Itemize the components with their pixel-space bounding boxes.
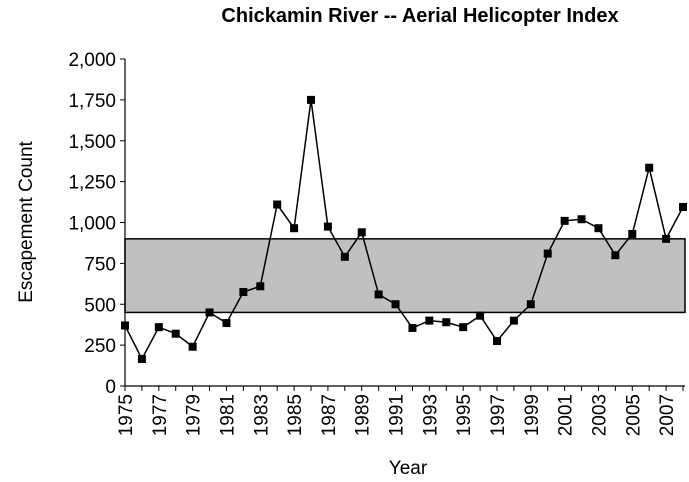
data-point xyxy=(526,300,535,309)
data-point xyxy=(121,321,129,330)
data-point xyxy=(340,252,349,261)
x-tick-label: 2003 xyxy=(589,394,610,436)
data-point xyxy=(459,323,468,332)
y-tick-label: 1,250 xyxy=(68,173,116,194)
x-tick-label: 1985 xyxy=(285,394,306,436)
data-point xyxy=(323,222,332,231)
data-point xyxy=(171,329,180,338)
data-point xyxy=(273,200,282,209)
data-point xyxy=(374,290,383,299)
y-tick-label: 1,500 xyxy=(68,132,116,153)
data-point xyxy=(611,251,620,260)
x-tick-label: 1977 xyxy=(150,394,171,436)
data-point xyxy=(256,282,265,291)
data-point xyxy=(239,287,248,296)
data-point xyxy=(628,229,637,238)
data-point xyxy=(543,249,552,258)
x-tick-label: 1979 xyxy=(184,394,205,436)
x-tick-label: 1981 xyxy=(217,394,238,436)
data-point xyxy=(391,300,400,309)
y-tick-label: 750 xyxy=(84,254,116,275)
x-tick-label: 1991 xyxy=(387,394,408,436)
data-point xyxy=(442,318,451,327)
data-point xyxy=(188,342,197,351)
x-tick-label: 1995 xyxy=(454,394,475,436)
data-point xyxy=(154,323,163,332)
data-point xyxy=(577,215,586,224)
x-tick-label: 1983 xyxy=(251,394,272,436)
chart-title: Chickamin River -- Aerial Helicopter Ind… xyxy=(221,5,618,27)
x-tick-label: 1987 xyxy=(319,394,340,436)
x-tick-label: 2001 xyxy=(556,394,577,436)
goal-band xyxy=(124,238,686,314)
data-point xyxy=(662,234,671,243)
y-tick-label: 500 xyxy=(84,295,116,316)
data-point xyxy=(137,355,146,364)
data-point xyxy=(560,216,569,225)
data-point xyxy=(357,228,366,237)
x-tick-label: 2007 xyxy=(657,394,678,436)
y-tick-label: 2,000 xyxy=(68,50,116,71)
x-axis-label: Year xyxy=(389,458,428,479)
x-tick-label: 1993 xyxy=(420,394,441,436)
data-point xyxy=(493,337,501,346)
data-line xyxy=(124,99,684,361)
data-point xyxy=(679,202,687,211)
y-tick-label: 1,000 xyxy=(68,214,116,235)
data-point xyxy=(594,224,603,233)
y-tick-label: 0 xyxy=(105,377,116,398)
data-point xyxy=(222,319,231,328)
y-axis-label: Escapement Count xyxy=(16,140,37,302)
data-point xyxy=(509,316,518,325)
data-point xyxy=(290,224,299,233)
x-tick-label: 1999 xyxy=(522,394,543,436)
y-tick-label: 1,750 xyxy=(68,91,116,112)
data-point xyxy=(645,163,654,172)
x-tick-label: 2005 xyxy=(623,394,644,436)
data-point xyxy=(425,316,434,325)
data-point xyxy=(307,95,315,104)
x-tick-label: 1989 xyxy=(353,394,374,436)
data-point xyxy=(476,311,485,320)
x-tick-label: 1975 xyxy=(116,394,137,436)
y-tick-label: 250 xyxy=(84,336,116,357)
data-point xyxy=(408,323,417,332)
x-tick-label: 1997 xyxy=(488,394,509,436)
data-point xyxy=(205,308,214,317)
